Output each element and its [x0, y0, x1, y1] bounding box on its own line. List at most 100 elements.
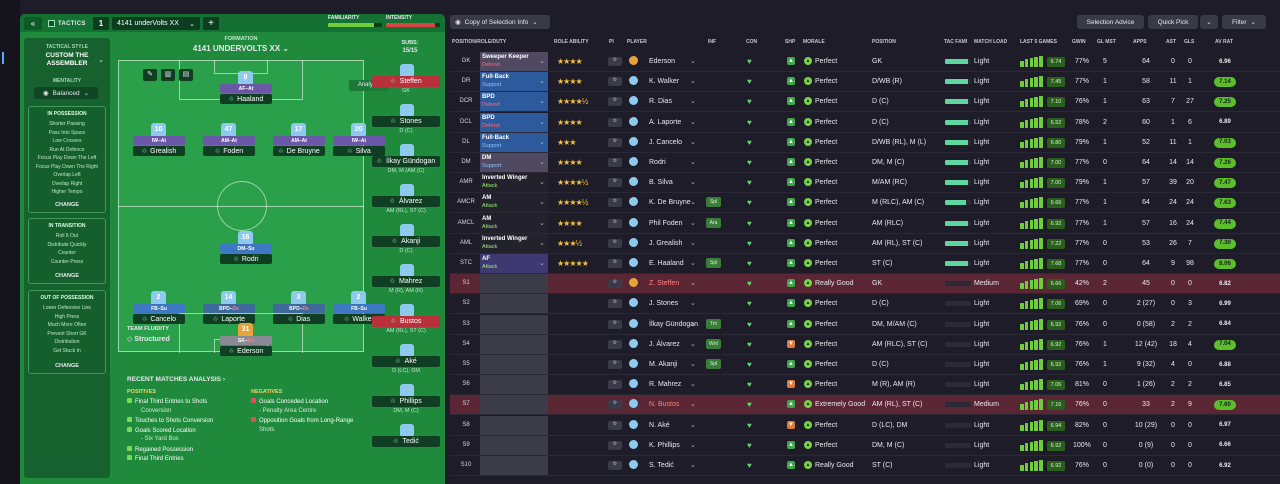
pitch-player[interactable]: 2 FB – Su ♲ Cancelo — [133, 291, 185, 331]
role-duty-cell[interactable]: BPD Defend — [480, 112, 548, 132]
pitch-player[interactable]: 16 DM – Su ♲ Rodri — [220, 231, 272, 271]
table-row[interactable]: AMCL AM Attack ⌄ ★★★★ ⚙ Phil Foden ⌄ Ara ♥ ▲ ▲ Perfe… — [450, 213, 1280, 234]
player-name[interactable]: Phil Foden — [649, 219, 683, 227]
column-header[interactable]: GL MST — [1097, 39, 1116, 45]
clipboard-icon[interactable]: ▤ — [179, 69, 193, 81]
player-instructions-icon[interactable]: ⚙ — [608, 360, 622, 369]
player-role-badge[interactable]: IW – At — [333, 136, 385, 145]
table-row[interactable]: GK Sweeper Keeper Defend ⌄ ★★★★ ⚙ Ederson ⌄ ♥ ▲ ▲ P… — [450, 52, 1280, 72]
player-instructions-icon[interactable]: ⚙ — [608, 158, 622, 167]
column-header[interactable]: GWIN — [1072, 39, 1086, 45]
role-duty-cell[interactable] — [480, 294, 548, 314]
column-header[interactable]: POSITION — [872, 39, 896, 45]
player-instructions-icon[interactable]: ⚙ — [608, 238, 622, 248]
player-name[interactable]: M. Akanji — [649, 361, 678, 368]
column-header[interactable]: AST — [1166, 39, 1176, 45]
table-row[interactable]: AMCR AM Attack ⌄ ★★★★½ ⚙ K. De Bruyne ⌄ Spl ♥ ▲ ▲ Pe… — [450, 193, 1280, 214]
player-name[interactable]: Rodri — [649, 159, 666, 166]
table-row[interactable]: S5 ⚙ M. Akanji ⌄ Spl ♥ ▲ ▲ Perfect D (C) Light 6.92… — [450, 355, 1280, 375]
sub-player[interactable]: ♲ Bustos — [372, 316, 440, 327]
role-duty-cell[interactable]: Sweeper Keeper Defend — [480, 52, 548, 71]
player-instructions-icon[interactable]: ⚙ — [608, 420, 622, 430]
table-row[interactable]: STC AF Attack ⌄ ★★★★★ ⚙ E. Haaland ⌄ Spl ♥ ▲ ▲ Perfe… — [450, 254, 1280, 274]
role-duty-cell[interactable] — [480, 435, 548, 455]
table-row[interactable]: AML Inverted Winger Attack ⌄ ★★★½ ⚙ J. Grealis… — [450, 233, 1280, 254]
player-name[interactable]: N. Bustos — [649, 401, 680, 409]
player-name[interactable]: R. Dias — [649, 98, 672, 106]
role-duty-cell[interactable]: BPD Defend — [480, 92, 548, 112]
quick-pick-dropdown[interactable]: ⌄ — [1200, 15, 1218, 29]
pitch-player[interactable]: 20 IW – At ♲ Silva — [333, 123, 385, 163]
player-instructions-icon[interactable]: ⚙ — [608, 440, 622, 450]
tactic-name-dropdown[interactable]: 4141 underVolts XX ⌄ — [112, 17, 200, 30]
table-row[interactable]: DCR BPD Defend ⌄ ★★★★½ ⚙ R. Dias ⌄ ♥ ▲ ▲ Perfect D (… — [450, 92, 1280, 113]
player-name[interactable]: Ederson — [649, 58, 676, 65]
table-row[interactable]: S2 ⚙ J. Stones ⌄ ♥ ▲ ▲ Perfect D (C) Light 7.06 69%… — [450, 294, 1280, 315]
table-row[interactable]: DM DM Support ⌄ ★★★★ ⚙ Rodri ⌄ ♥ ▲ ▲ Perfect DM, M (… — [450, 153, 1280, 173]
player-role-badge[interactable]: BPD – De — [203, 304, 255, 313]
table-row[interactable]: S1 ⚙ Z. Steffen ⌄ ♥ ▲ ▲ Really Good GK Medium 6.66… — [450, 274, 1280, 295]
role-duty-cell[interactable] — [480, 314, 548, 334]
player-role-badge[interactable]: IW – At — [133, 136, 185, 145]
pitch-player[interactable]: 17 AM – At ♲ De Bruyne — [273, 123, 325, 163]
sub-player[interactable]: ♲ Aké — [372, 356, 440, 367]
column-header[interactable]: AV RAT — [1215, 39, 1233, 45]
player-instructions-icon[interactable]: ⚙ — [608, 77, 622, 87]
analysis-button[interactable]: Analysis — [349, 80, 389, 91]
player-instructions-icon[interactable]: ⚙ — [608, 97, 622, 107]
role-duty-cell[interactable] — [480, 334, 548, 354]
player-instructions-icon[interactable]: ⚙ — [608, 400, 622, 410]
player-instructions-icon[interactable]: ⚙ — [608, 461, 622, 470]
player-name[interactable]: S. Tedić — [649, 462, 674, 469]
player-instructions-icon[interactable]: ⚙ — [608, 137, 622, 147]
bar-chart-icon[interactable]: ▥ — [161, 69, 175, 81]
pitch-player[interactable]: 31 SK – De ♲ Ederson — [220, 323, 272, 363]
column-header[interactable]: SHP — [785, 39, 796, 45]
pitch-player[interactable]: 47 AM – At ♲ Foden — [203, 123, 255, 163]
sub-player[interactable]: ♲ İlkay Gündogan — [372, 156, 440, 167]
role-duty-cell[interactable] — [480, 456, 548, 475]
player-instructions-icon[interactable]: ⚙ — [608, 380, 622, 390]
role-duty-cell[interactable]: Inverted Winger Attack — [480, 233, 548, 253]
sub-player[interactable]: ♲ Mahrez — [372, 276, 440, 287]
player-name[interactable]: E. Haaland — [649, 260, 684, 267]
sub-player[interactable]: ♲ Tedić — [372, 436, 440, 447]
player-instructions-icon[interactable]: ⚙ — [608, 218, 622, 228]
in-possession-change-button[interactable]: CHANGE — [29, 202, 105, 208]
player-role-badge[interactable]: BPD – De — [273, 304, 325, 313]
out-of-possession-change-button[interactable]: CHANGE — [29, 363, 105, 369]
player-instructions-icon[interactable]: ⚙ — [608, 198, 622, 208]
double-chevron-left-icon[interactable]: « — [24, 17, 42, 30]
role-duty-cell[interactable]: AF Attack — [480, 254, 548, 273]
player-role-badge[interactable]: AF – At — [220, 84, 272, 93]
player-name[interactable]: İlkay Gündogan — [649, 320, 699, 328]
table-row[interactable]: S4 ⚙ J. Álvarez ⌄ Wnt ♥ ▼ ▲ Perfect AM (RLC), ST … — [450, 334, 1280, 355]
player-name[interactable]: K. Walker — [649, 78, 680, 86]
role-duty-cell[interactable]: AM Attack — [480, 193, 548, 213]
player-instructions-icon[interactable]: ⚙ — [608, 339, 622, 349]
role-duty-cell[interactable]: AM Attack — [480, 213, 548, 233]
table-row[interactable]: S10 ⚙ S. Tedić ⌄ ♥ ▲ ▲ Really Good ST (C) Light 6.… — [450, 456, 1280, 476]
player-name[interactable]: K. De Bruyne — [649, 199, 691, 207]
in-transition-change-button[interactable]: CHANGE — [29, 273, 105, 279]
pitch-player[interactable]: 9 AF – At ♲ Haaland — [220, 71, 272, 111]
player-name[interactable]: R. Mahrez — [649, 381, 682, 389]
role-duty-cell[interactable] — [480, 375, 548, 395]
filter-button[interactable]: Filter ⌄ — [1222, 15, 1266, 29]
table-row[interactable]: S3 ⚙ İlkay Gündogan ⌄ Trn ♥ ▲ ▲ Perfect DM, M/AM … — [450, 314, 1280, 335]
role-duty-cell[interactable]: Full-Back Support — [480, 132, 548, 152]
player-name[interactable]: Z. Steffen — [649, 280, 680, 288]
column-header[interactable]: LAST 5 GAMES — [1020, 39, 1057, 45]
chevron-down-icon[interactable]: ⌄ — [98, 57, 104, 64]
formation-name[interactable]: 4141 UNDERVOLTS XX ⌄ — [192, 44, 290, 53]
instructions-icon[interactable]: ✎ — [143, 69, 157, 81]
view-dropdown[interactable]: ◉ Copy of Selection Info ⌄ — [450, 15, 550, 29]
column-header[interactable]: CON — [746, 39, 758, 45]
player-name[interactable]: B. Silva — [649, 179, 673, 187]
player-instructions-icon[interactable]: ⚙ — [608, 259, 622, 268]
pitch-player[interactable]: 2 FB – Su ♲ Walker — [333, 291, 385, 331]
add-tactic-button[interactable]: + — [203, 17, 219, 30]
player-instructions-icon[interactable]: ⚙ — [608, 279, 622, 289]
selection-advice-button[interactable]: Selection Advice — [1077, 15, 1144, 29]
player-name[interactable]: J. Grealish — [649, 239, 683, 247]
